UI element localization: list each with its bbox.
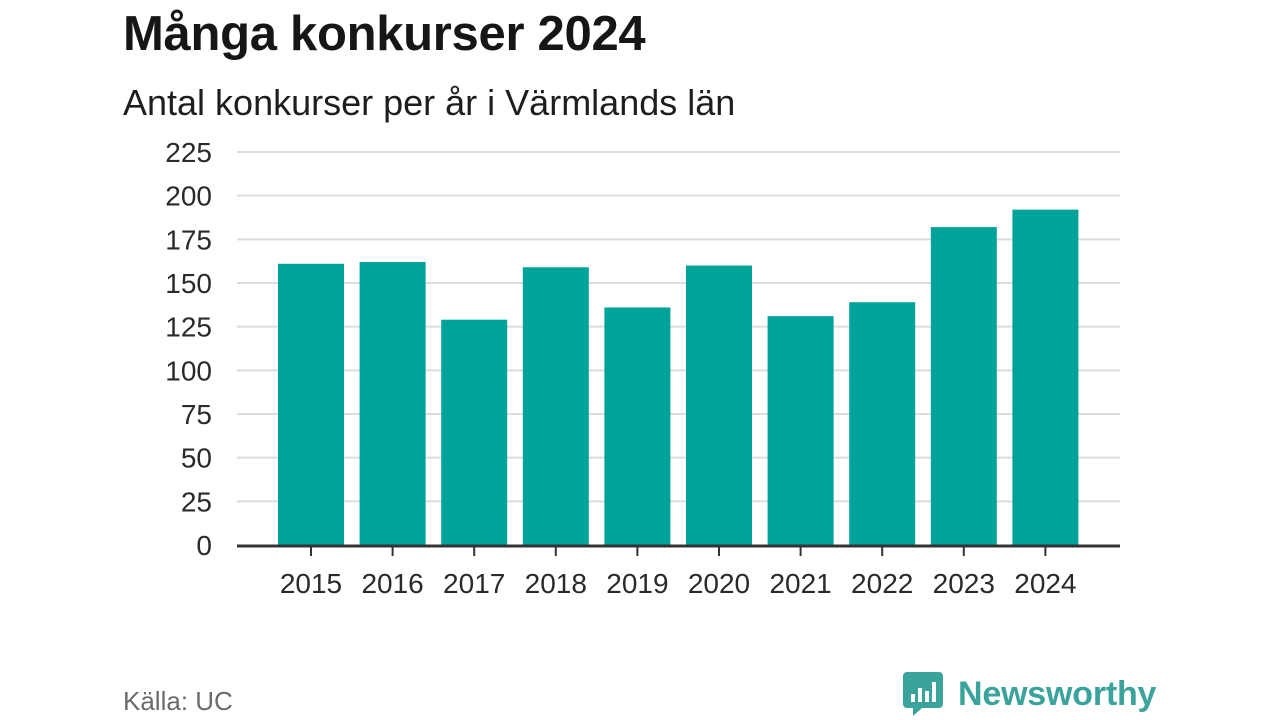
y-tick-label: 50 <box>181 443 212 474</box>
chart-subtitle: Antal konkurser per år i Värmlands län <box>123 82 736 123</box>
x-tick-label: 2020 <box>688 568 750 599</box>
x-tick-label: 2021 <box>769 568 831 599</box>
bars <box>278 209 1079 545</box>
y-tick-label: 125 <box>165 312 212 343</box>
y-tick-label: 225 <box>165 137 212 168</box>
x-axis-ticks: 2015 2016 2017 2018 2019 2020 2021 2022 2023 2024 <box>280 546 1077 599</box>
x-tick-label: 2017 <box>443 568 505 599</box>
x-tick-label: 2023 <box>933 568 995 599</box>
brand-name: Newsworthy <box>958 674 1157 713</box>
y-axis-ticks: 0 25 50 75 100 125 150 175 200 225 <box>165 137 212 561</box>
x-tick-label: 2015 <box>280 568 342 599</box>
x-tick-label: 2018 <box>525 568 587 599</box>
y-tick-label: 175 <box>165 224 212 255</box>
bar-2024 <box>1012 209 1079 545</box>
x-tick-label: 2022 <box>851 568 913 599</box>
x-tick-label: 2019 <box>606 568 668 599</box>
y-tick-label: 150 <box>165 268 212 299</box>
x-tick-label: 2024 <box>1014 568 1076 599</box>
bar-2020 <box>686 265 752 545</box>
chart-title: Många konkurser 2024 <box>123 7 646 61</box>
bar-2019 <box>604 307 671 545</box>
y-tick-label: 75 <box>181 399 212 430</box>
y-tick-label: 0 <box>196 530 212 561</box>
y-tick-label: 200 <box>165 181 212 212</box>
bar-2021 <box>767 316 834 545</box>
bar-2015 <box>278 263 344 545</box>
newsworthy-logo: Newsworthy <box>902 671 1156 717</box>
bar-2018 <box>522 267 589 545</box>
bar-2023 <box>930 227 997 545</box>
y-tick-label: 25 <box>181 486 212 517</box>
x-tick-label: 2016 <box>361 568 423 599</box>
source-note: Källa: UC <box>123 686 233 716</box>
bar-2022 <box>849 302 916 545</box>
bar-2016 <box>359 262 426 545</box>
bar-2017 <box>441 319 508 545</box>
newsworthy-logo-icon <box>903 672 943 716</box>
y-tick-label: 100 <box>165 355 212 386</box>
